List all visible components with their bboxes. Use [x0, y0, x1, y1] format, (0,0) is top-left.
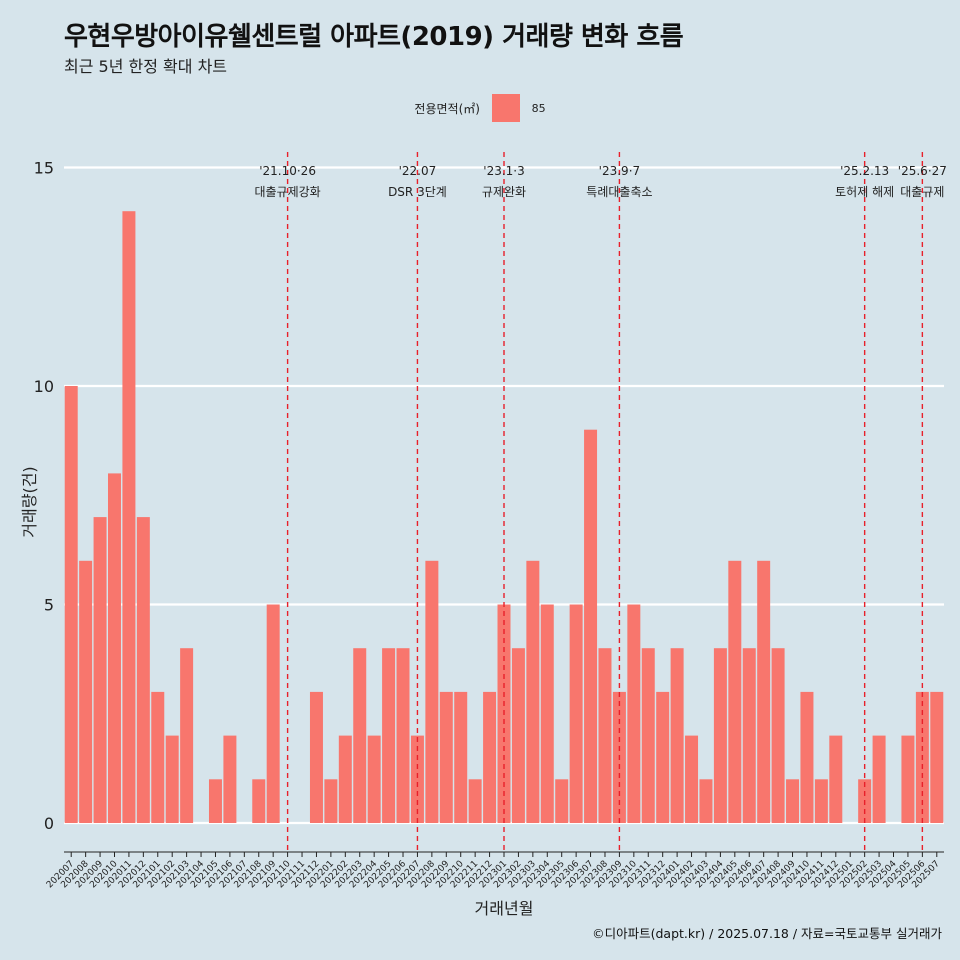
- bar: [425, 560, 439, 823]
- bar: [396, 648, 410, 823]
- bar: [382, 648, 396, 823]
- bar: [324, 779, 338, 823]
- page-title: 우현우방아이유쉘센트럴 아파트(2019) 거래량 변화 흐름: [64, 22, 684, 52]
- event-date-label: '23.9·7: [599, 164, 640, 178]
- event-name-label: DSR 3단계: [388, 185, 447, 199]
- bar: [699, 779, 713, 823]
- bar: [800, 691, 814, 823]
- bar: [223, 735, 237, 823]
- bar: [829, 735, 843, 823]
- event-date-label: '22.07: [399, 164, 437, 178]
- y-tick-label: 0: [44, 814, 54, 833]
- y-axis-title: 거래량(건): [20, 466, 39, 537]
- bar: [93, 517, 107, 823]
- event-date-label: '21.10·26: [259, 164, 316, 178]
- bar: [598, 648, 612, 823]
- y-tick-label: 15: [34, 159, 54, 178]
- page-subtitle: 최근 5년 한정 확대 차트: [64, 57, 228, 76]
- bar: [353, 648, 367, 823]
- bar: [108, 473, 121, 823]
- bar: [208, 779, 222, 823]
- caption: ©디아파트(dapt.kr) / 2025.07.18 / 자료=국토교통부 실…: [592, 926, 942, 941]
- legend: 전용면적(㎡) 85: [0, 94, 960, 122]
- bar: [814, 779, 828, 823]
- bar: [468, 779, 482, 823]
- event-date-label: '25.2.13: [840, 164, 889, 178]
- legend-swatch: [491, 94, 520, 122]
- bar: [670, 648, 684, 823]
- bar: [656, 691, 670, 823]
- event-date-label: '23.1·3: [483, 164, 524, 178]
- y-tick-label: 10: [34, 377, 54, 396]
- bar: [439, 691, 453, 823]
- y-tick-label: 5: [44, 596, 54, 615]
- bar: [151, 691, 165, 823]
- bar: [180, 648, 194, 823]
- event-name-label: 대출규제: [900, 185, 944, 199]
- bar: [742, 648, 756, 823]
- event-name-label: 대출규제강화: [254, 185, 320, 199]
- bar: [526, 560, 540, 823]
- bar: [136, 517, 150, 823]
- bar: [338, 735, 352, 823]
- bar: [901, 735, 915, 823]
- x-axis-title: 거래년월: [475, 899, 534, 918]
- bar: [165, 735, 179, 823]
- bar: [64, 386, 78, 823]
- bar: [786, 779, 800, 823]
- event-name-label: 특례대출축소: [586, 185, 652, 199]
- bar: [584, 429, 598, 823]
- bar: [483, 691, 497, 823]
- event-name-label: 토허제 해제: [835, 185, 894, 199]
- bar: [930, 691, 944, 823]
- event-date-label: '25.6·27: [898, 164, 947, 178]
- bar: [410, 735, 424, 823]
- bar: [122, 211, 136, 823]
- bar: [454, 691, 468, 823]
- event-name-label: 규제완화: [482, 185, 526, 199]
- bar: [540, 604, 554, 823]
- bar: [627, 604, 641, 823]
- bar: [771, 648, 785, 823]
- legend-label: 85: [531, 101, 546, 115]
- bar: [79, 560, 93, 823]
- bar: [569, 604, 583, 823]
- bar: [728, 560, 742, 823]
- legend-title: 전용면적(㎡): [414, 101, 480, 116]
- bar: [555, 779, 569, 823]
- bar: [641, 648, 655, 823]
- bar: [872, 735, 886, 823]
- bar: [511, 648, 525, 823]
- bar: [309, 691, 323, 823]
- bar: [685, 735, 699, 823]
- bar: [266, 604, 280, 823]
- bar: [713, 648, 727, 823]
- bar: [367, 735, 381, 823]
- bar: [757, 560, 771, 823]
- bar: [252, 779, 266, 823]
